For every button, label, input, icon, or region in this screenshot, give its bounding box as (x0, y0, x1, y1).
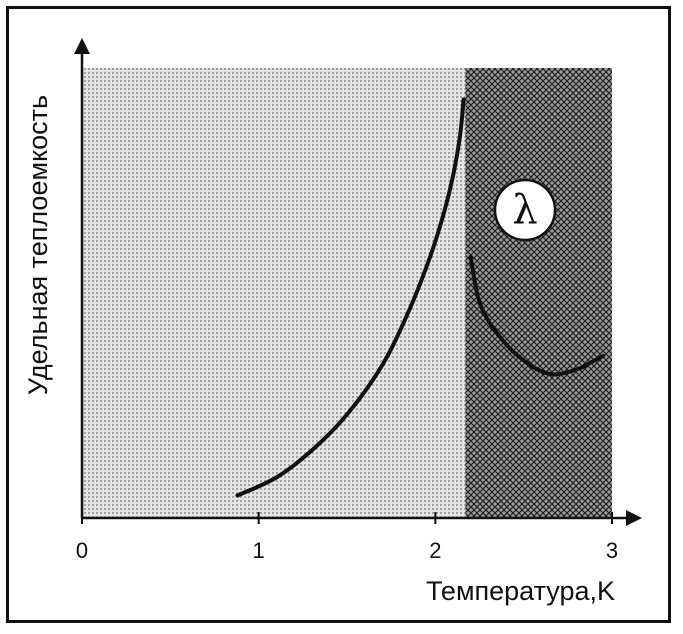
lambda-symbol: λ (512, 187, 537, 233)
series-line-1 (468, 255, 606, 377)
lambda-marker: λ (493, 178, 557, 242)
normal-helium-region (82, 68, 466, 518)
y-axis-title: Удельная теплоемкость (23, 95, 53, 395)
x-axis-arrow (626, 510, 642, 526)
x-axis-title: Температура,K (426, 576, 615, 606)
series-line-0 (235, 97, 466, 498)
x-tick-label: 0 (76, 538, 88, 563)
lambda-circle (493, 178, 557, 242)
x-tick-label: 1 (253, 538, 265, 563)
y-axis-arrow (74, 38, 90, 54)
figure-frame (6, 6, 671, 623)
x-tick-label: 2 (429, 538, 441, 563)
x-tick-label: 3 (606, 538, 618, 563)
lambda-region (465, 68, 612, 518)
